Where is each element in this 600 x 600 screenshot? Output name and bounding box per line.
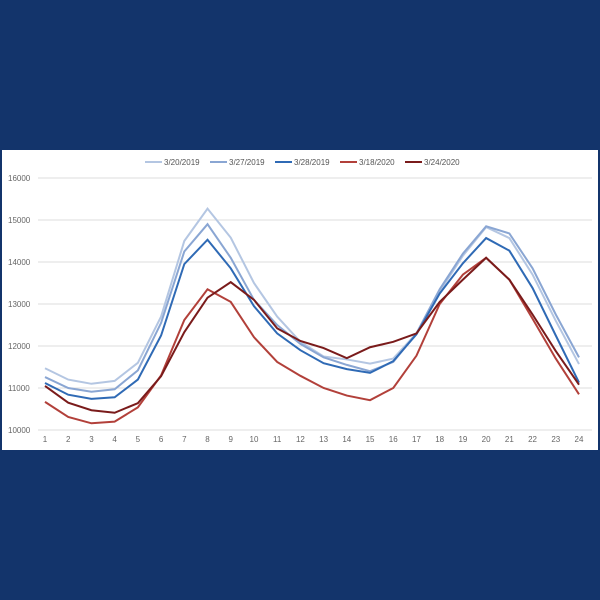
x-tick-label: 4 <box>112 435 117 444</box>
x-tick-label: 17 <box>412 435 421 444</box>
x-tick-label: 2 <box>66 435 71 444</box>
x-tick-label: 22 <box>528 435 537 444</box>
legend-label: 3/24/2020 <box>424 158 460 167</box>
series-line-3/28/2019 <box>44 236 580 400</box>
series-line-3/24/2020 <box>44 256 580 414</box>
x-tick-label: 16 <box>389 435 398 444</box>
legend-label: 3/28/2019 <box>294 158 330 167</box>
x-tick-label: 19 <box>458 435 467 444</box>
x-tick-label: 23 <box>551 435 560 444</box>
x-tick-label: 21 <box>505 435 514 444</box>
y-tick-label: 12000 <box>8 342 31 351</box>
x-tick-label: 24 <box>575 435 584 444</box>
y-tick-label: 14000 <box>8 258 31 267</box>
x-tick-label: 15 <box>366 435 375 444</box>
x-tick-label: 20 <box>482 435 491 444</box>
y-tick-label: 16000 <box>8 174 31 183</box>
legend-label: 3/18/2020 <box>359 158 395 167</box>
x-tick-label: 8 <box>205 435 210 444</box>
x-tick-label: 14 <box>342 435 351 444</box>
x-tick-label: 5 <box>136 435 141 444</box>
x-tick-label: 1 <box>43 435 48 444</box>
legend-label: 3/20/2019 <box>164 158 200 167</box>
x-tick-label: 3 <box>89 435 94 444</box>
series-line-3/20/2019 <box>44 207 580 385</box>
x-tick-label: 13 <box>319 435 328 444</box>
x-tick-label: 10 <box>250 435 259 444</box>
x-tick-label: 7 <box>182 435 187 444</box>
x-tick-label: 9 <box>229 435 234 444</box>
chart-panel: 10000 11000 12000 13000 14000 15000 16000 1 2 3 4 5… <box>2 150 598 450</box>
x-tick-label: 6 <box>159 435 164 444</box>
series-line-3/18/2020 <box>44 256 580 425</box>
x-tick-label: 18 <box>435 435 444 444</box>
x-tick-label: 11 <box>273 435 282 444</box>
y-tick-label: 11000 <box>8 384 30 393</box>
y-tick-label: 15000 <box>8 216 31 225</box>
x-tick-label: 12 <box>296 435 305 444</box>
legend-label: 3/27/2019 <box>229 158 265 167</box>
y-tick-label: 13000 <box>8 300 31 309</box>
y-tick-label: 10000 <box>8 426 31 435</box>
series-line-3/27/2019 <box>44 222 580 393</box>
